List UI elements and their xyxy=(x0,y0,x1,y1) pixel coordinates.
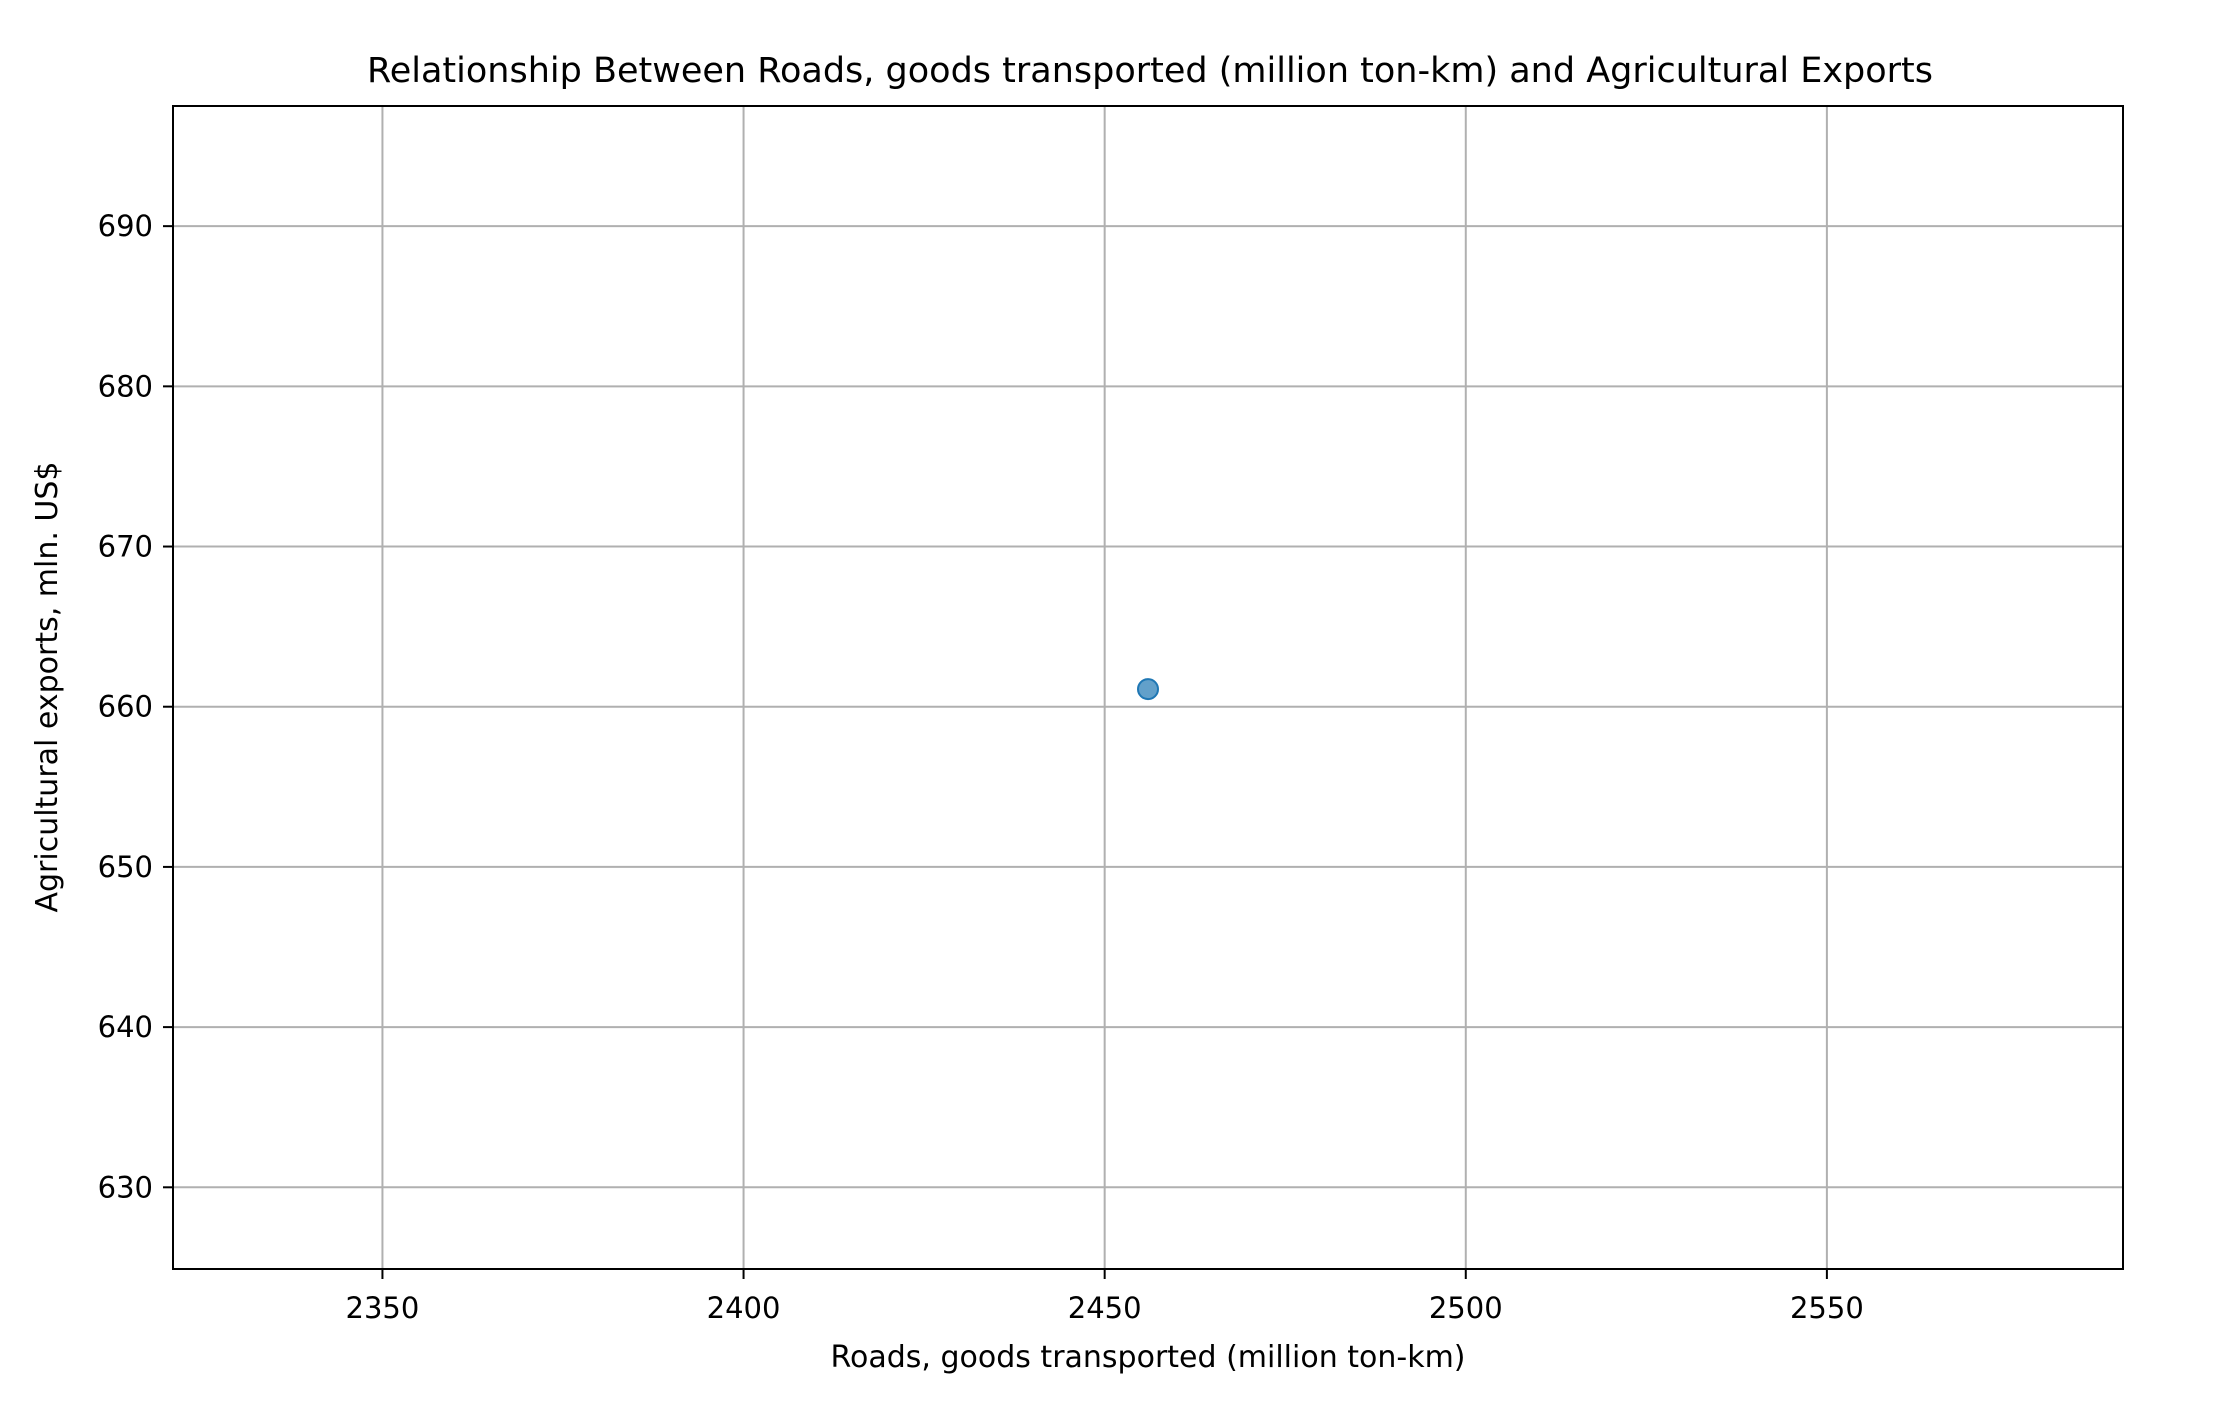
x-axis-label: Roads, goods transported (million ton-km… xyxy=(830,1340,1465,1375)
x-tick-label: 2350 xyxy=(346,1291,420,1325)
data-points xyxy=(1137,678,1159,701)
grid-lines xyxy=(173,106,2123,1269)
y-tick-label: 640 xyxy=(98,1010,153,1044)
plot-frame xyxy=(172,105,2124,1270)
y-tick-label: 670 xyxy=(98,530,153,564)
y-axis-ticks: 630 640 650 660 670 680 690 xyxy=(98,209,173,1204)
x-tick-label: 2400 xyxy=(707,1291,781,1325)
y-axis-label: Agricultural exports, mln. US$ xyxy=(30,461,65,912)
x-tick-label: 2450 xyxy=(1068,1291,1142,1325)
chart-title: Relationship Between Roads, goods transp… xyxy=(367,51,1933,91)
x-tick-label: 2550 xyxy=(1790,1291,1864,1325)
y-tick-label: 630 xyxy=(98,1170,153,1204)
x-tick-label: 2500 xyxy=(1429,1291,1503,1325)
y-tick-label: 690 xyxy=(98,209,153,243)
y-tick-label: 660 xyxy=(98,690,153,724)
scatter-point xyxy=(1137,678,1159,701)
y-tick-label: 680 xyxy=(98,369,153,403)
x-axis-ticks: 2350 2400 2450 2500 2550 xyxy=(346,1269,1864,1325)
y-tick-label: 650 xyxy=(98,850,153,884)
